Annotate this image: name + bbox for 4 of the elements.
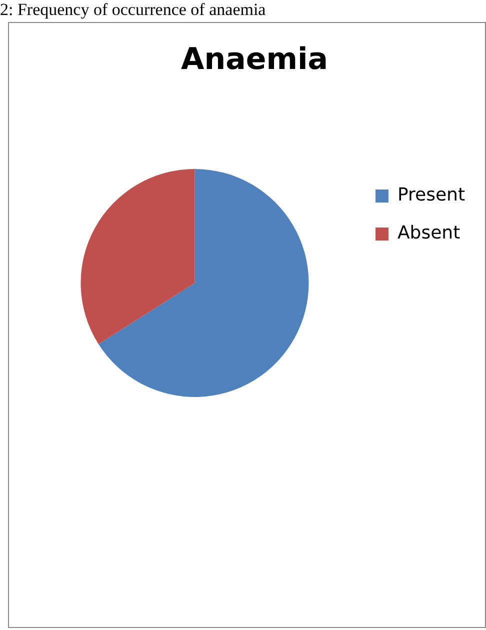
text: 2: Frequency of occurrence of anaemia — [0, 0, 267, 20]
legend-label: Present — [397, 184, 466, 206]
legend-label: Absent — [397, 222, 460, 244]
chart-title: Anaemia — [181, 42, 328, 77]
